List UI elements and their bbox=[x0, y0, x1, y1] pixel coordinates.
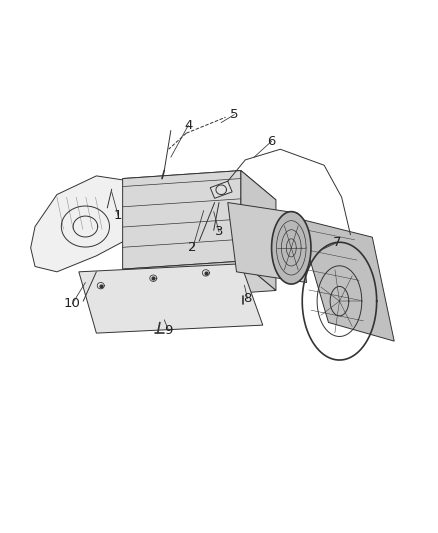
Polygon shape bbox=[272, 212, 311, 284]
Polygon shape bbox=[123, 261, 276, 298]
Text: 6: 6 bbox=[267, 135, 276, 148]
Polygon shape bbox=[210, 181, 232, 198]
Text: 3: 3 bbox=[215, 225, 223, 238]
Text: 10: 10 bbox=[64, 297, 81, 310]
Text: 9: 9 bbox=[164, 324, 173, 337]
Text: 4: 4 bbox=[184, 119, 193, 132]
Text: 1: 1 bbox=[114, 209, 123, 222]
Polygon shape bbox=[123, 171, 241, 269]
Text: 8: 8 bbox=[243, 292, 252, 305]
Text: 2: 2 bbox=[188, 241, 197, 254]
Polygon shape bbox=[298, 219, 394, 341]
Polygon shape bbox=[241, 171, 276, 290]
Polygon shape bbox=[123, 171, 276, 208]
Polygon shape bbox=[31, 176, 145, 272]
Polygon shape bbox=[79, 264, 263, 333]
Text: 5: 5 bbox=[230, 108, 239, 121]
Polygon shape bbox=[228, 203, 307, 282]
Text: 7: 7 bbox=[333, 236, 342, 249]
